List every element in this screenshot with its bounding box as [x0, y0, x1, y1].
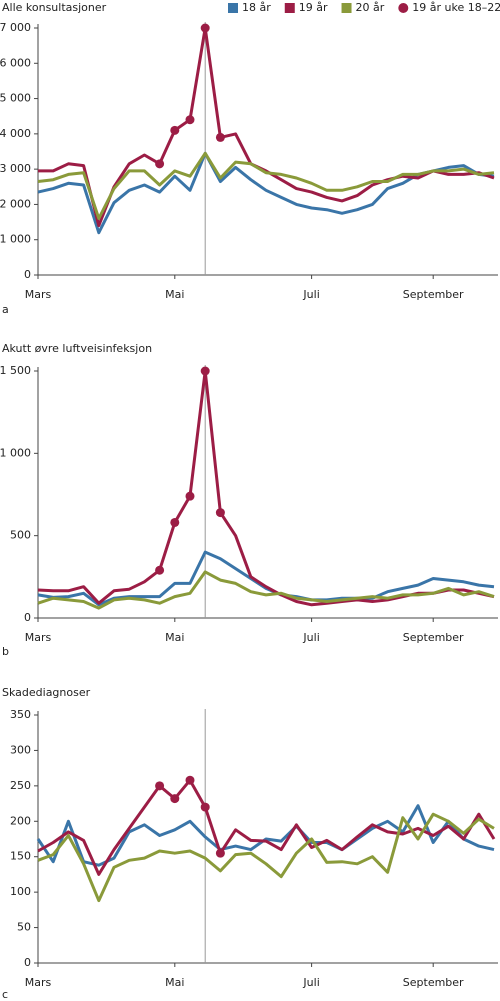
legend-marker — [284, 3, 295, 13]
y-tick-label: 50 — [17, 921, 31, 934]
y-tick-label: 4 000 — [0, 127, 31, 140]
y-tick-label: 200 — [10, 814, 31, 827]
y-tick-label: 300 — [10, 743, 31, 756]
line — [38, 26, 495, 228]
y-tick-label: 6 000 — [0, 56, 31, 69]
x-tick-label: Juli — [302, 288, 319, 301]
legend-marker — [398, 3, 409, 13]
y-tick-label: 250 — [10, 779, 31, 792]
x-tick-label: Mars — [25, 288, 52, 301]
y-tick-label: 100 — [10, 885, 31, 898]
legend-label: 18 år — [242, 1, 271, 14]
line — [37, 778, 496, 876]
x-tick-label: Mai — [165, 976, 184, 989]
y-tick-label: 350 — [10, 708, 31, 721]
x-tick-label: September — [403, 288, 464, 301]
y-tick-label: 5 000 — [0, 92, 31, 105]
chart-title: Alle konsultasjoner — [2, 1, 107, 14]
point — [155, 565, 165, 575]
y-tick-label: 1 500 — [0, 364, 31, 377]
legend-label: 19 år — [299, 1, 328, 14]
y-tick-label: 1 000 — [0, 233, 31, 246]
legend-marker — [341, 3, 352, 13]
point — [215, 132, 225, 142]
line — [37, 570, 495, 610]
point — [170, 794, 180, 804]
line — [37, 369, 495, 607]
x-tick-label: Juli — [302, 631, 319, 644]
x-tick-label: Juli — [302, 976, 319, 989]
line — [37, 151, 495, 235]
y-tick-label: 2 000 — [0, 197, 31, 210]
x-tick-label: September — [403, 631, 464, 644]
legend-marker — [228, 3, 238, 13]
y-tick-label: 150 — [10, 850, 31, 863]
line — [37, 151, 495, 220]
x-tick-label: Mars — [25, 976, 52, 989]
point — [155, 159, 165, 169]
legend-label: 20 år — [356, 1, 385, 14]
legend-label: 19 år uke 18–22 — [412, 1, 500, 14]
x-tick-label: Mai — [165, 631, 184, 644]
x-tick-label: Mars — [25, 631, 52, 644]
line — [36, 804, 495, 867]
point — [170, 125, 180, 135]
panel-label: b — [2, 645, 9, 658]
chart-title: Akutt øvre luftveisinfeksjon — [2, 342, 152, 355]
point — [185, 115, 195, 125]
point — [155, 781, 165, 791]
y-tick-label: 0 — [24, 268, 31, 281]
point — [215, 508, 225, 518]
y-tick-label: 500 — [10, 529, 31, 542]
x-tick-label: September — [403, 976, 464, 989]
point — [200, 802, 210, 812]
point — [215, 848, 225, 858]
y-tick-label: 1 000 — [0, 446, 31, 459]
x-tick-label: Mai — [165, 288, 184, 301]
y-tick-label: 3 000 — [0, 162, 31, 175]
panel-label: a — [2, 303, 9, 316]
line — [37, 812, 495, 903]
y-tick-label: 0 — [24, 956, 31, 969]
point — [185, 491, 195, 501]
chart-title: Skadediagnoser — [2, 686, 91, 699]
panel-label: c — [2, 988, 8, 1001]
y-tick-label: 0 — [24, 611, 31, 624]
point — [200, 366, 210, 376]
point — [185, 775, 195, 785]
y-tick-label: 7 000 — [0, 21, 31, 34]
point — [200, 23, 210, 33]
point — [170, 517, 180, 527]
